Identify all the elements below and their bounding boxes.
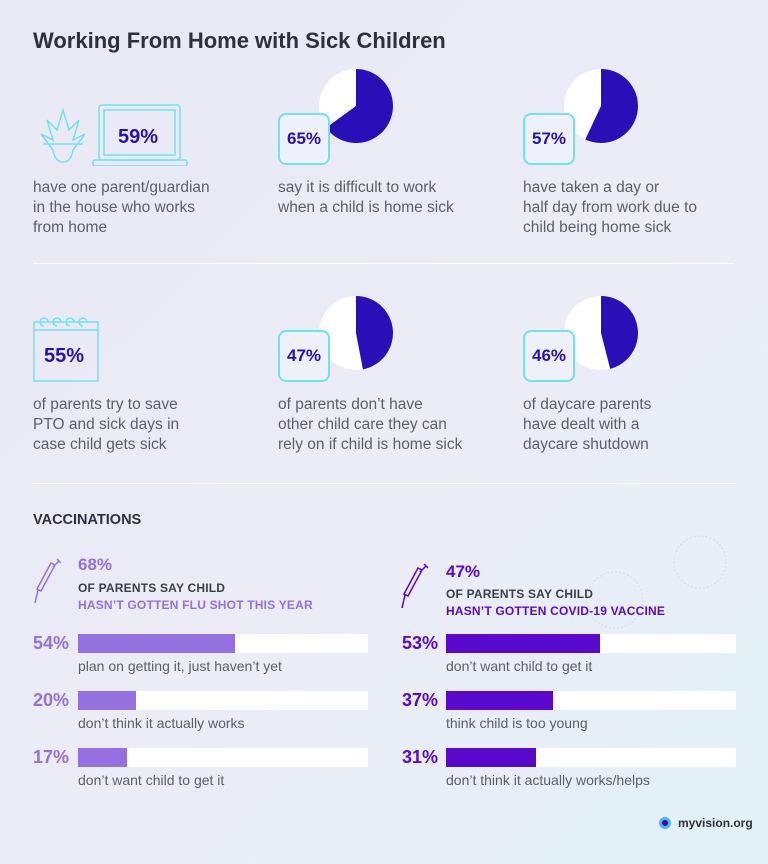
text-line: other child care they can [278,416,447,433]
logo-text: myvision.org [678,816,753,830]
syringe-icon [401,563,429,609]
text-line: daycare shutdown [523,436,649,453]
page-title: Working From Home with Sick Children [33,28,446,53]
laptop-plant-icon [40,104,188,166]
flu-line2: HASN’T GOTTEN FLU SHOT THIS YEAR [78,598,313,612]
bar-fill [446,691,554,710]
pie-slice-value [356,296,393,370]
stat-description: of parents try to save PTO and sick days… [33,395,253,455]
bar-track [446,691,736,710]
bar-value-label: 31% [402,747,439,767]
covid-value: 47% [446,562,481,581]
bar-category-label: don’t want child to get it [446,658,593,674]
stat-value: 57% [531,129,567,148]
text-line: have one parent/guardian [33,179,210,196]
bar-category-label: plan on getting it, just haven’t yet [78,658,282,674]
bar-value-label: 54% [33,633,70,653]
text-line: have taken a day or [523,179,660,196]
stat-description: have taken a day or half day from work d… [523,178,743,238]
bar-fill [446,634,600,653]
section-heading: VACCINATIONS [33,512,142,528]
divider [33,483,735,484]
bar-track [78,691,368,710]
text-line: case child gets sick [33,436,167,453]
stat-value: 59% [118,126,159,148]
stat-description: have one parent/guardian in the house wh… [33,178,253,238]
bar-value-label: 17% [33,747,70,767]
bar-track [446,748,736,767]
bar-track [78,748,368,767]
text-line: of parents don’t have [278,396,423,413]
text-line: rely on if child is home sick [278,436,463,453]
text-line: PTO and sick days in [33,416,180,433]
pie-chart-1 [319,69,393,143]
pie-slice-value [601,296,638,369]
stat-badge: 65% [278,113,330,165]
text-line: of parents try to save [33,396,178,413]
virus-decoration-icon [586,535,727,629]
bar-value-label: 20% [33,690,70,710]
bar-category-label: don’t think it actually works [78,715,245,731]
bar-fill [78,634,235,653]
flu-value: 68% [78,555,113,574]
text-line: when a child is home sick [278,199,454,216]
bar-fill [78,748,128,767]
stat-badge: 57% [523,113,575,165]
text-line: have dealt with a [523,416,640,433]
pie-slice-value [326,69,393,143]
stat-value: 65% [286,129,322,148]
bar-fill [446,748,536,767]
covid-line1: OF PARENTS SAY CHILD [446,587,594,601]
pie-chart-2 [564,69,638,143]
text-line: child being home sick [523,219,672,236]
pie-slice-value [585,69,638,143]
text-line: of daycare parents [523,396,652,413]
bar-category-label: don’t want child to get it [78,772,225,788]
logo: myvision.org [658,816,753,830]
text-line: from home [33,219,108,236]
pie-chart-3 [319,296,393,370]
stat-description: of daycare parents have dealt with a day… [523,395,743,455]
text-line: in the house who works [33,199,195,216]
flu-line1: OF PARENTS SAY CHILD [78,581,226,595]
divider [33,263,735,264]
stat-badge: 47% [278,330,330,382]
bar-value-label: 37% [402,690,439,710]
stat-description: of parents don’t have other child care t… [278,395,508,455]
calendar-icon [33,317,99,382]
text-line: say it is difficult to work [278,179,437,196]
bar-track [78,634,368,653]
stat-value: 47% [286,346,322,365]
bar-category-label: think child is too young [446,715,588,731]
bar-category-label: don’t think it actually works/helps [446,772,650,788]
bar-track [446,634,736,653]
stat-badge: 46% [523,330,575,382]
stat-description: say it is difficult to work when a child… [278,178,498,218]
bar-value-label: 53% [402,633,439,653]
stat-value: 55% [44,345,85,367]
eye-logo-icon [659,817,671,829]
text-line: half day from work due to [523,199,698,216]
bar-fill [78,691,136,710]
syringe-icon [34,558,62,604]
covid-line2: HASN’T GOTTEN COVID-19 VACCINE [446,604,666,618]
stat-value: 46% [531,346,567,365]
pie-chart-4 [564,296,638,370]
